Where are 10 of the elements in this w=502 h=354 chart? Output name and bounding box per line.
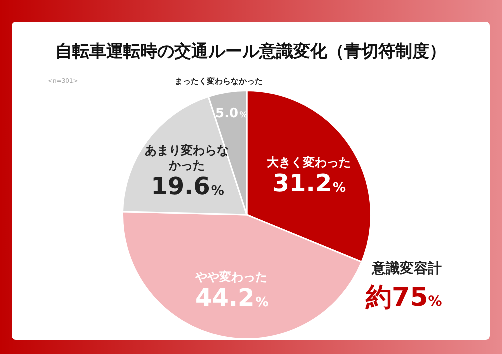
slice-label: 大きく変わった bbox=[266, 156, 351, 170]
slice-label: やや変わった bbox=[194, 270, 268, 284]
text: 約75% bbox=[366, 283, 442, 313]
data-label: 44.2% bbox=[196, 284, 269, 312]
text: 意識変容計 bbox=[372, 260, 442, 278]
chart-title: 自転車運転時の交通ルール意識変化（青切符制度） bbox=[54, 41, 448, 63]
data-label: 31.2% bbox=[272, 170, 346, 198]
slice-label: あまり変わらなかった bbox=[145, 144, 230, 173]
data-label: 19.6% bbox=[151, 172, 224, 201]
slice-label: まったく変わらなかった bbox=[175, 76, 264, 86]
